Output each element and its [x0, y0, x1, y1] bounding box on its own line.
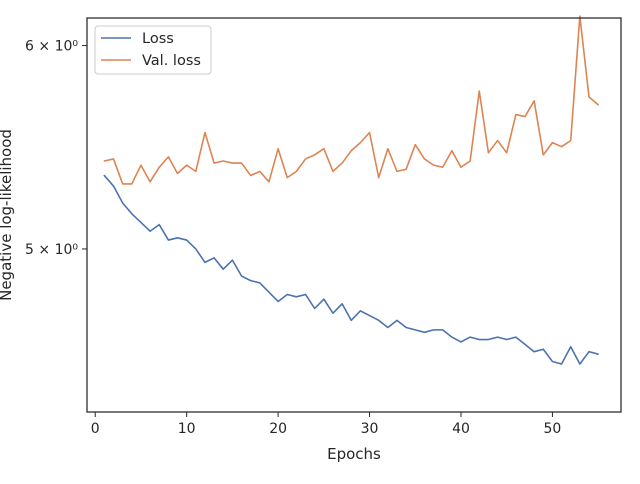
x-tick-label: 50 — [544, 421, 562, 437]
y-axis-label: Negative log-likelihood — [0, 129, 15, 301]
series-layer — [103, 15, 599, 365]
x-tick-label: 20 — [269, 421, 287, 437]
x-tick-label: 30 — [361, 421, 379, 437]
y-axis-ticks: 5 × 10⁰ 6 × 10⁰ — [25, 39, 87, 258]
x-tick-label: 40 — [452, 421, 470, 437]
legend: Loss Val. loss — [94, 25, 212, 75]
y-tick-label: 6 × 10⁰ — [25, 39, 78, 55]
legend-label-loss: Loss — [142, 31, 174, 47]
plot-frame — [86, 17, 622, 413]
x-tick-label: 10 — [178, 421, 196, 437]
x-tick-label: 0 — [91, 421, 100, 437]
y-tick-label: 5 × 10⁰ — [25, 242, 78, 258]
x-axis-ticks: 0 10 20 30 40 50 — [91, 412, 562, 437]
legend-label-val-loss: Val. loss — [142, 53, 201, 69]
series-line-loss — [103, 174, 599, 365]
x-axis-label: Epochs — [327, 445, 381, 463]
series-line-val-loss — [103, 15, 599, 185]
